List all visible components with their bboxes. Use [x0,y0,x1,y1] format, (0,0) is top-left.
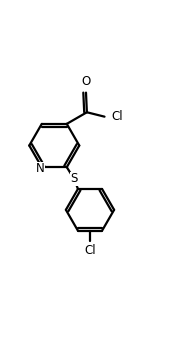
Text: O: O [81,75,91,88]
Text: Cl: Cl [111,110,123,123]
Text: S: S [70,173,78,186]
Text: Cl: Cl [84,244,96,257]
Text: N: N [36,162,44,175]
